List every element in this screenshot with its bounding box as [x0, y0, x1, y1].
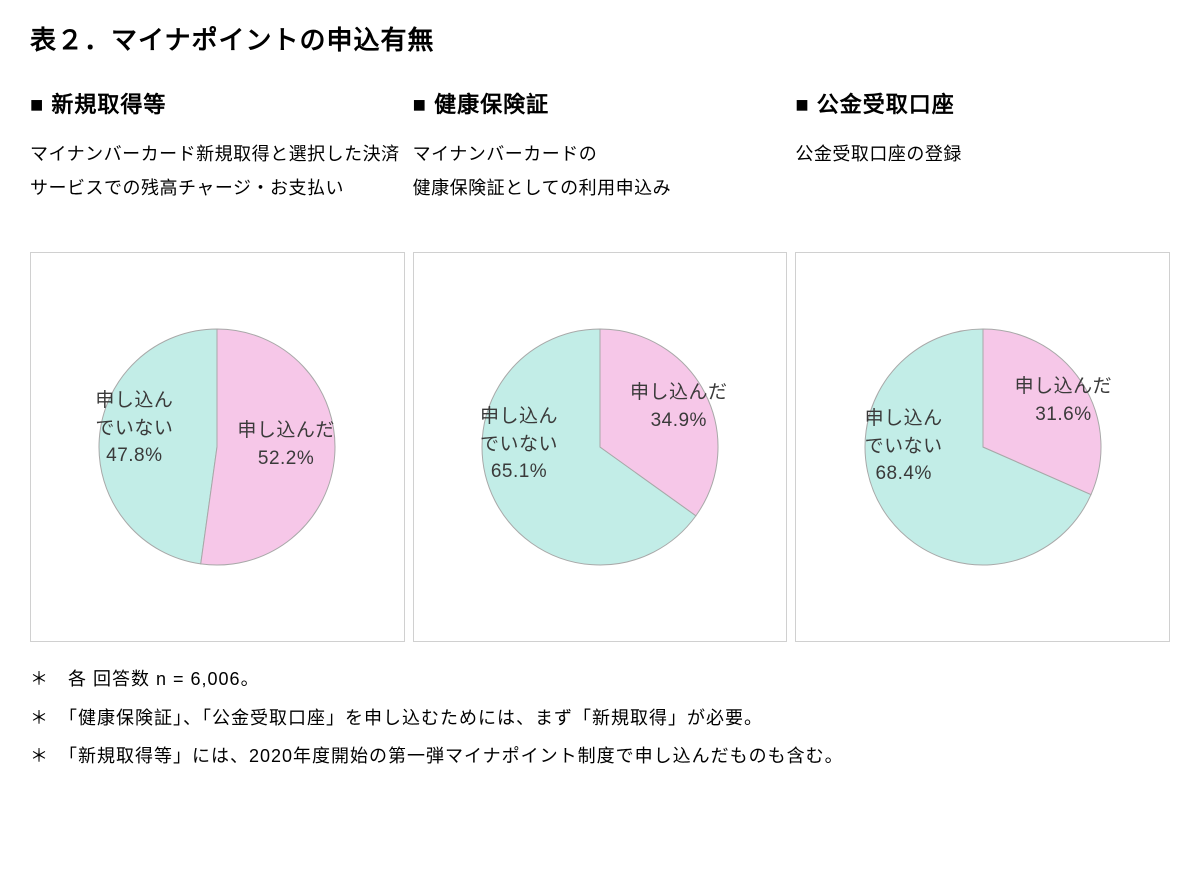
- section-title: 公金受取口座: [795, 87, 1170, 119]
- footnote: ＊ 「健康保険証」、「公金受取口座」を申し込むためには、まず「新規取得」が必要。: [30, 703, 1170, 734]
- pie-chart: 申し込んだ31.6% 申し込んでいない68.4%: [843, 307, 1123, 587]
- section-description: マイナンバーカード新規取得と選択した決済サービスでの残高チャージ・お支払い: [30, 137, 405, 252]
- chart-column: 公金受取口座公金受取口座の登録申し込んだ31.6% 申し込んでいない68.4%: [795, 87, 1170, 642]
- charts-row: 新規取得等マイナンバーカード新規取得と選択した決済サービスでの残高チャージ・お支…: [30, 87, 1170, 642]
- section-title: 健康保険証: [413, 87, 788, 119]
- pie-label-not-applied: 申し込んでいない68.4%: [865, 405, 943, 488]
- chart-box: 申し込んだ31.6% 申し込んでいない68.4%: [795, 252, 1170, 642]
- footnote: ＊ 各 回答数 n = 6,006。: [30, 664, 1170, 695]
- pie-label-not-applied: 申し込んでいない65.1%: [480, 403, 558, 486]
- chart-box: 申し込んだ34.9% 申し込んでいない65.1%: [413, 252, 788, 642]
- section-description: マイナンバーカードの健康保険証としての利用申込み: [413, 137, 788, 252]
- pie-label-not-applied: 申し込んでいない47.8%: [95, 387, 173, 470]
- section-description: 公金受取口座の登録: [795, 137, 1170, 252]
- pie-label-applied: 申し込んだ31.6%: [1015, 373, 1113, 428]
- pie-chart: 申し込んだ52.2% 申し込んでいない47.8%: [77, 307, 357, 587]
- section-title: 新規取得等: [30, 87, 405, 119]
- pie-label-applied: 申し込んだ34.9%: [630, 379, 728, 434]
- page-title: 表２．マイナポイントの申込有無: [30, 20, 1170, 57]
- footnotes-block: ＊ 各 回答数 n = 6,006。 ＊ 「健康保険証」、「公金受取口座」を申し込…: [30, 664, 1170, 772]
- chart-column: 健康保険証マイナンバーカードの健康保険証としての利用申込み申し込んだ34.9%申…: [413, 87, 788, 642]
- pie-chart: 申し込んだ34.9% 申し込んでいない65.1%: [460, 307, 740, 587]
- chart-column: 新規取得等マイナンバーカード新規取得と選択した決済サービスでの残高チャージ・お支…: [30, 87, 405, 642]
- footnote: ＊ 「新規取得等」には、2020年度開始の第一弾マイナポイント制度で申し込んだも…: [30, 741, 1170, 772]
- chart-box: 申し込んだ52.2% 申し込んでいない47.8%: [30, 252, 405, 642]
- pie-label-applied: 申し込んだ52.2%: [237, 417, 335, 472]
